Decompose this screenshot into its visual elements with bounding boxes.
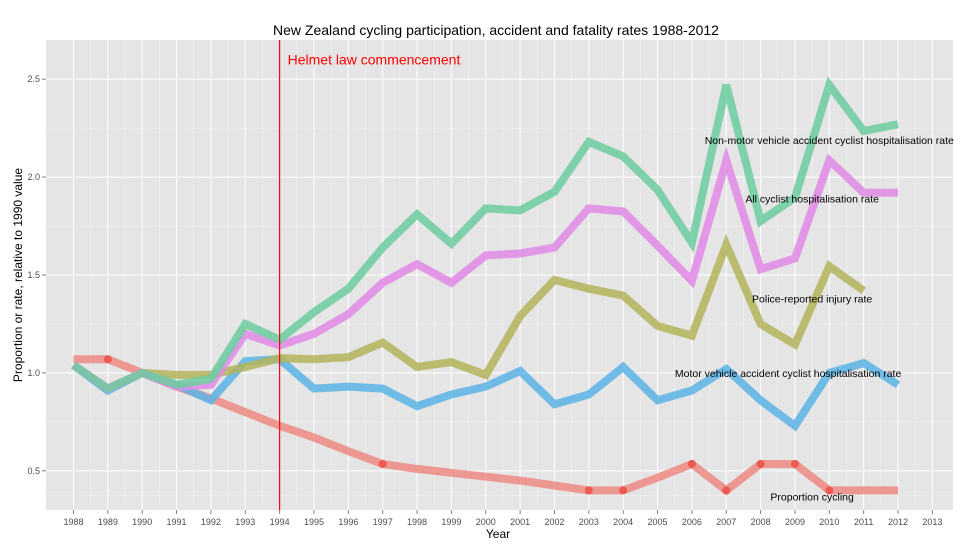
x-tick-label: 1988 (63, 517, 83, 527)
data-point (584, 486, 593, 495)
x-tick-label: 1995 (304, 517, 324, 527)
data-point (756, 459, 765, 468)
data-point (825, 486, 834, 495)
series-line-2 (71, 233, 867, 394)
series-label-2: Police-reported injury rate (752, 294, 872, 306)
data-point (687, 459, 696, 468)
y-tick-label: 2.5 (27, 74, 40, 84)
series-label-3: All cyclist hospitalisation rate (745, 194, 879, 206)
data-point (103, 355, 112, 364)
x-tick-label: 1997 (373, 517, 393, 527)
x-tick-label: 2005 (648, 517, 668, 527)
series-labels: Proportion cycling Motor vehicle accident… (675, 135, 954, 503)
x-tick-label: 1994 (270, 517, 290, 527)
x-axis-ticks: 1988 1989 1990 1991 1992 1993 1994 1995 1996 1997… (63, 510, 942, 527)
x-tick-label: 2003 (579, 517, 599, 527)
annotation-layer: Helmet law commencement (279, 40, 461, 510)
data-point (619, 486, 628, 495)
x-tick-label: 1999 (441, 517, 461, 527)
y-axis-ticks: 0.5 1.0 1.5 2.0 2.5 (27, 74, 46, 476)
x-tick-label: 1990 (132, 517, 152, 527)
x-tick-label: 1991 (167, 517, 187, 527)
series-layer (71, 76, 901, 496)
x-tick-label: 2010 (819, 517, 839, 527)
x-tick-label: 2004 (613, 517, 633, 527)
series-label-1: Motor vehicle accident cyclist hospitali… (675, 368, 902, 380)
x-tick-label: 1989 (98, 517, 118, 527)
x-tick-label: 2011 (854, 517, 873, 527)
y-axis-title: Proportion or rate, relative to 1990 val… (11, 168, 25, 382)
chart-title: New Zealand cycling participation, accid… (273, 22, 719, 38)
data-point (722, 486, 731, 495)
data-point (790, 459, 799, 468)
x-tick-label: 2009 (785, 517, 805, 527)
y-tick-label: 0.5 (27, 466, 40, 476)
y-tick-label: 1.5 (27, 270, 40, 280)
x-tick-label: 2006 (682, 517, 702, 527)
x-tick-label: 2000 (476, 517, 496, 527)
series-line-1 (71, 355, 901, 432)
x-tick-label: 1992 (201, 517, 221, 527)
y-tick-label: 1.0 (27, 368, 40, 378)
x-tick-label: 2002 (544, 517, 564, 527)
x-tick-label: 1993 (235, 517, 255, 527)
x-tick-label: 2008 (751, 517, 771, 527)
x-tick-label: 2013 (922, 517, 942, 527)
x-tick-label: 1996 (338, 517, 358, 527)
series-label-0: Proportion cycling (770, 491, 854, 503)
series-line-3 (71, 146, 898, 394)
x-tick-label: 2001 (510, 517, 530, 527)
helmet-law-annotation: Helmet law commencement (288, 52, 461, 68)
y-tick-label: 2.0 (27, 172, 40, 182)
x-tick-label: 1998 (407, 517, 427, 527)
series-line-4 (71, 76, 899, 394)
x-tick-label: 2007 (716, 517, 736, 527)
x-axis-title: Year (486, 527, 510, 541)
series-label-4: Non-motor vehicle accident cyclist hospi… (705, 135, 954, 147)
data-point (378, 459, 387, 468)
x-tick-label: 2012 (888, 517, 908, 527)
